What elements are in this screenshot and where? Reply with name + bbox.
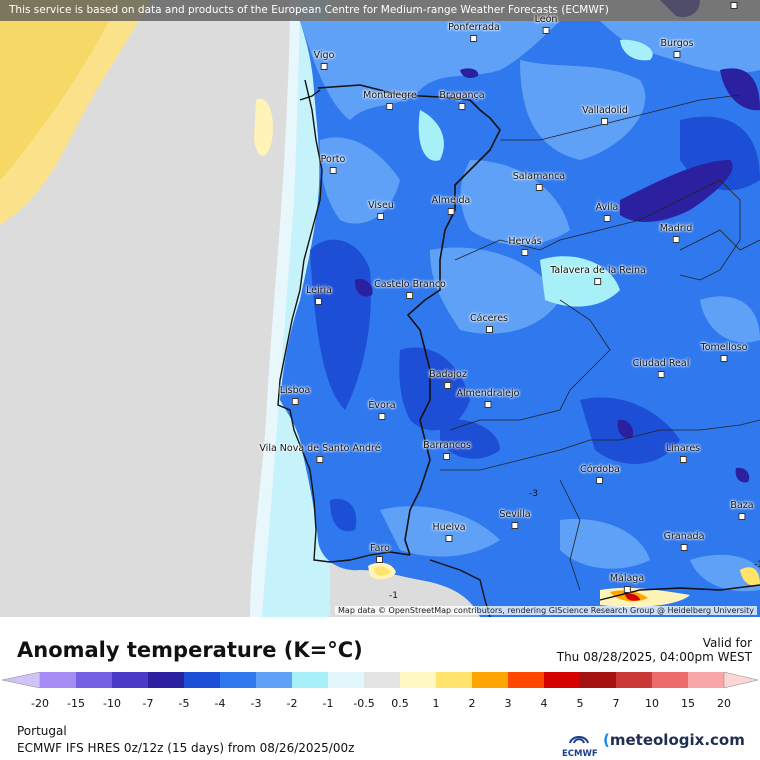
- contour-label: -3: [529, 489, 538, 499]
- brand-text: meteologix.com: [609, 731, 745, 749]
- city-label: Badajoz: [429, 370, 467, 389]
- legend-swatch: [292, 672, 329, 688]
- legend-swatch: [256, 672, 293, 688]
- legend-tick-label: -2: [286, 697, 298, 710]
- legend-high-arrow: [723, 672, 759, 689]
- map-title: Anomaly temperature (K=°C): [17, 638, 363, 662]
- city-label: Madrid: [660, 224, 692, 243]
- city-label: Almendralejo: [457, 389, 519, 408]
- legend-swatch: [580, 672, 617, 688]
- legend-swatch: [616, 672, 653, 688]
- city-label: Castelo Branco: [374, 280, 446, 299]
- city-label: Barrancos: [423, 441, 471, 460]
- legend-swatch: [400, 672, 437, 688]
- model-info: ECMWF IFS HRES 0z/12z (15 days) from 08/…: [17, 741, 355, 755]
- legend-tick-label: -7: [142, 697, 154, 710]
- legend-tick-label: 4: [540, 697, 548, 710]
- city-label: Vigo: [314, 51, 334, 70]
- city-label: Porto: [321, 155, 345, 174]
- city-label: Évora: [368, 401, 396, 420]
- ecmwf-globe-icon: [569, 736, 589, 744]
- legend-swatch: [112, 672, 149, 688]
- city-label: Ávila: [596, 203, 618, 222]
- legend-swatch: [184, 672, 221, 688]
- legend-tick-label: 7: [612, 697, 620, 710]
- city-label: Bragança: [439, 91, 485, 110]
- city-label: Burgos: [660, 39, 694, 58]
- city-label: Valladolid: [582, 106, 628, 125]
- legend-tick-label: -0.5: [353, 697, 375, 710]
- legend-swatch: [436, 672, 473, 688]
- city-label: Baza: [730, 501, 754, 520]
- contour-label: -1: [754, 560, 760, 570]
- legend-swatch: [148, 672, 185, 688]
- legend-tick-label: 20: [717, 697, 731, 710]
- legend-tick-label: -3: [250, 697, 262, 710]
- legend-tick-label: -20: [31, 697, 49, 710]
- legend-swatch: [688, 672, 725, 688]
- legend-swatch: [472, 672, 509, 688]
- city-label: Cáceres: [470, 314, 508, 333]
- anomaly-map: [0, 0, 760, 617]
- legend-swatch: [40, 672, 77, 688]
- valid-datetime: Thu 08/28/2025, 04:00pm WEST: [556, 650, 752, 664]
- legend-tick-label: 15: [681, 697, 695, 710]
- city-label: Sevilla: [499, 510, 531, 529]
- legend-tick-label: -4: [214, 697, 226, 710]
- city-label: Linares: [666, 444, 700, 463]
- legend-tick-label: 5: [576, 697, 584, 710]
- legend-swatch: [652, 672, 689, 688]
- legend-swatch: [544, 672, 581, 688]
- map-panel[interactable]: This service is based on data and produc…: [0, 0, 760, 617]
- city-label: Tomelloso: [701, 343, 747, 362]
- city-label: Talavera de la Reina: [550, 266, 646, 285]
- valid-label: Valid for: [702, 636, 752, 650]
- city-label: Salamanca: [513, 172, 565, 191]
- legend-swatch: [328, 672, 365, 688]
- city-label: Leiria: [306, 286, 332, 305]
- legend-swatch: [364, 672, 401, 688]
- contour-label: -1: [389, 591, 398, 601]
- legend-tick-label: -10: [103, 697, 121, 710]
- ecmwf-logo-text: ECMWF: [562, 749, 598, 759]
- city-label: Lisboa: [280, 386, 310, 405]
- city-label: Ciudad Real: [633, 359, 689, 378]
- legend-swatch: [508, 672, 545, 688]
- map-attribution[interactable]: Map data © OpenStreetMap contributors, r…: [335, 606, 757, 615]
- city-label: León: [535, 15, 557, 34]
- city-label: Granada: [664, 532, 704, 551]
- region-name: Portugal: [17, 724, 67, 738]
- city-label: Córdoba: [580, 465, 620, 484]
- legend-tick-label: 0.5: [391, 697, 409, 710]
- city-label: Vila Nova de Santo André: [259, 444, 381, 463]
- meteologix-logo[interactable]: (meteologix.com: [603, 731, 745, 749]
- legend-tick-label: 3: [504, 697, 512, 710]
- legend-tick-label: -5: [178, 697, 190, 710]
- legend-tick-label: -15: [67, 697, 85, 710]
- city-label: Viseu: [368, 201, 394, 220]
- color-legend: [1, 672, 759, 689]
- city-label: Faro: [370, 544, 390, 563]
- legend-tick-label: -1: [322, 697, 334, 710]
- legend-swatch: [76, 672, 113, 688]
- legend-tick-label: 1: [432, 697, 440, 710]
- city-label: Hervás: [508, 237, 542, 256]
- legend-swatch: [220, 672, 257, 688]
- legend-tick-label: 10: [645, 697, 659, 710]
- legend-low-arrow: [1, 672, 41, 689]
- ecmwf-logo: ECMWF: [562, 730, 598, 759]
- city-label: Ponferrada: [448, 23, 500, 42]
- meteologix-c-icon: (: [603, 731, 610, 749]
- city-label: Montalegre: [363, 91, 417, 110]
- ecmwf-notice: This service is based on data and produc…: [0, 0, 760, 21]
- legend-tick-label: 2: [468, 697, 476, 710]
- city-label: Huelva: [432, 523, 466, 542]
- city-label: Almeida: [432, 196, 470, 215]
- city-label: Málaga: [610, 574, 644, 593]
- city-label: Vitoria-G.: [712, 0, 757, 9]
